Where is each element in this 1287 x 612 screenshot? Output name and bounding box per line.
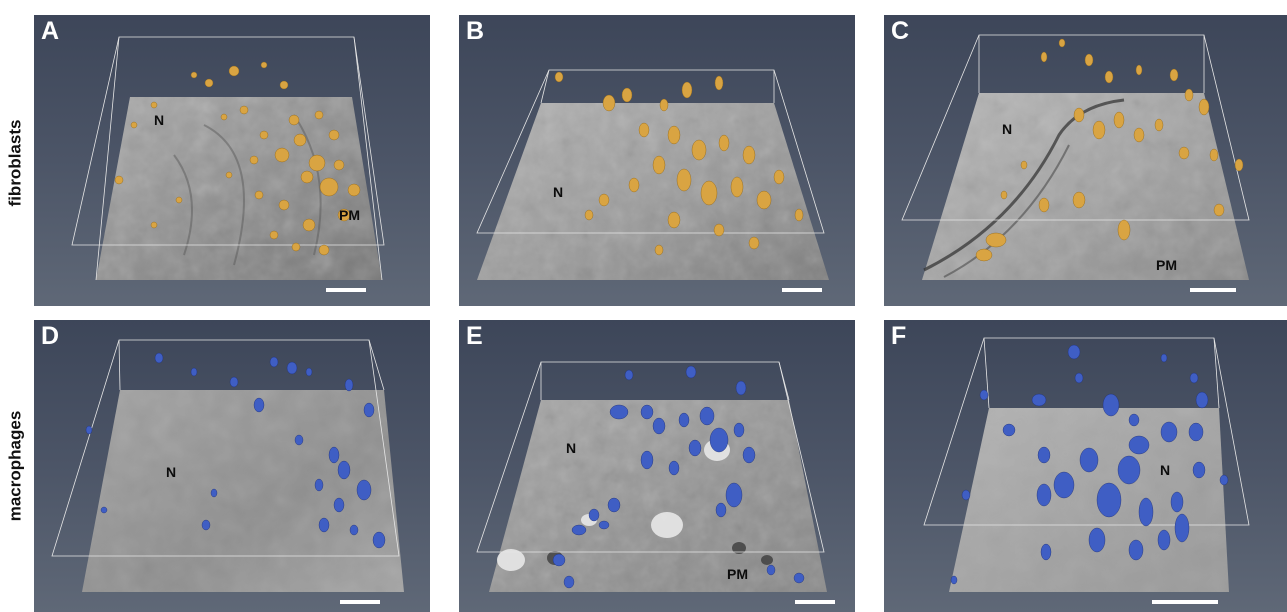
panel-letter: F <box>891 322 907 350</box>
label-plasma-membrane: PM <box>1156 257 1177 273</box>
scale-bar <box>782 288 822 292</box>
label-plasma-membrane: PM <box>339 207 360 223</box>
particle-cluster <box>85 352 386 549</box>
particle-cluster <box>950 344 1229 585</box>
panel-letter: E <box>466 322 483 350</box>
scale-bar <box>1190 288 1236 292</box>
label-nucleus: N <box>566 440 576 456</box>
label-nucleus: N <box>1160 462 1170 478</box>
tomogram-render-d: N <box>51 339 404 604</box>
tomogram-render-a: N PM <box>71 36 385 292</box>
row-label-macrophages: macrophages <box>5 410 25 522</box>
label-nucleus: N <box>154 112 164 128</box>
panel-f: N F <box>884 320 1287 612</box>
panel-letter: C <box>891 17 910 45</box>
bounding-box <box>901 34 1250 221</box>
label-nucleus: N <box>553 184 563 200</box>
scale-bar <box>795 600 835 604</box>
label-nucleus: N <box>1002 121 1012 137</box>
tomogram-render-c: N PM <box>901 34 1250 292</box>
tomogram-render-e: N PM <box>476 361 835 604</box>
panel-letter: A <box>41 17 60 45</box>
label-plasma-membrane: PM <box>727 566 748 582</box>
label-nucleus: N <box>166 464 176 480</box>
scale-bar <box>340 600 380 604</box>
panel-letter: B <box>466 17 485 45</box>
bounding-box <box>51 339 400 557</box>
particle-cluster <box>554 71 804 256</box>
row-label-fibroblasts: fibroblasts <box>5 119 24 206</box>
particle-cluster <box>975 38 1244 262</box>
tomogram-render-f: N <box>923 337 1250 604</box>
bounding-box <box>476 361 825 553</box>
scale-bar <box>326 288 366 292</box>
bounding-box <box>71 36 385 281</box>
panel-e: N PM E <box>459 320 855 612</box>
particle-cluster <box>552 365 805 589</box>
panel-b: N B <box>459 15 855 306</box>
panel-a: N PM A <box>34 15 430 306</box>
bounding-box <box>923 337 1250 526</box>
scale-bar <box>1152 600 1218 604</box>
panel-letter: D <box>41 322 60 350</box>
panel-c: N PM C <box>884 15 1287 306</box>
bounding-box <box>476 69 825 234</box>
particle-cluster <box>114 61 361 256</box>
panel-d: N D <box>34 320 430 612</box>
tomogram-render-b: N <box>476 69 829 292</box>
